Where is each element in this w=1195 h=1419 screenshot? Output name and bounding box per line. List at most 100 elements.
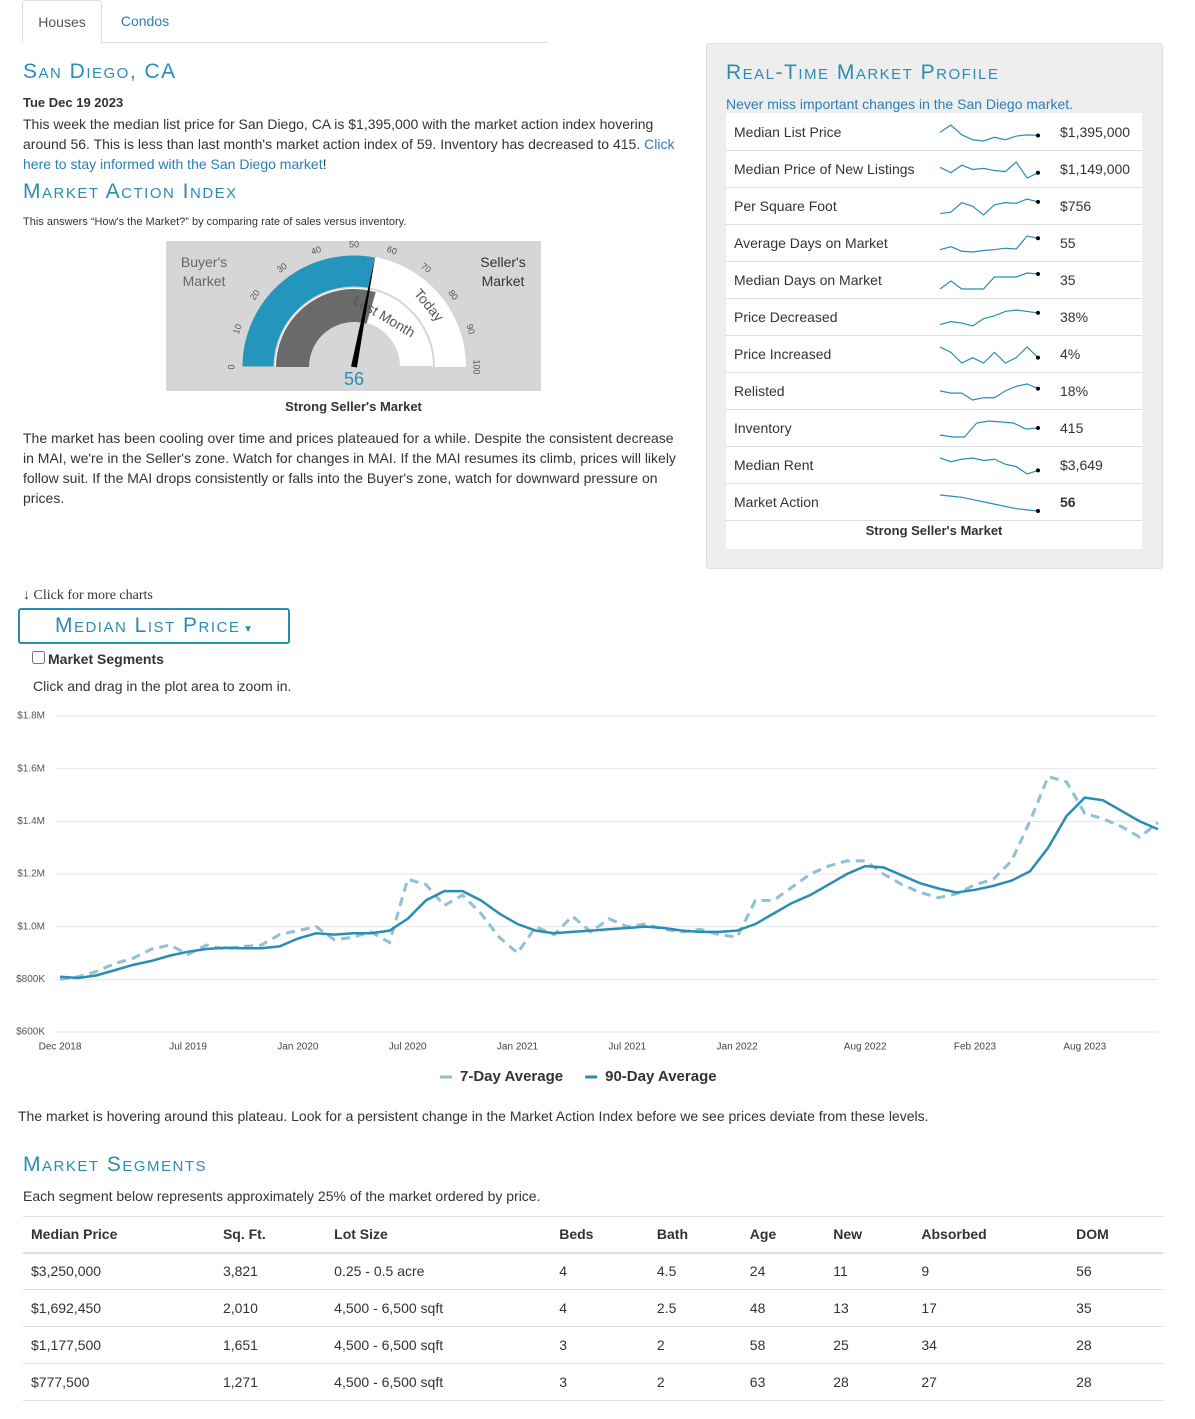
table-cell: 0.25 - 0.5 acre — [334, 1263, 425, 1280]
table-cell: 35 — [1076, 1300, 1092, 1316]
legend-label: 90-Day Average — [605, 1068, 716, 1085]
sparkline-path — [939, 124, 1039, 142]
row-label: Per Square Foot — [734, 198, 837, 214]
table-cell: 27 — [921, 1374, 937, 1390]
sparkline-path — [939, 272, 1039, 290]
summary-end: ! — [322, 156, 327, 172]
tab[interactable]: Houses — [22, 0, 102, 44]
row-label: Median Rent — [734, 457, 814, 473]
sparkline — [939, 420, 1040, 438]
table-cell: 4 — [559, 1263, 567, 1280]
sparkline-path — [939, 457, 1039, 475]
gauge-tick-label: 30 — [275, 261, 289, 275]
sparkline-end — [1036, 199, 1040, 204]
tab-rule — [22, 42, 548, 43]
table-cell: $1,692,450 — [31, 1300, 102, 1316]
x-tick-label: Aug 2022 — [844, 1042, 887, 1053]
row-label: Market Action — [734, 494, 819, 510]
profile-row: Inventory 415 — [726, 409, 1142, 447]
table-row: $3,250,000 3,821 0.25 - 0.5 acre 4 4.5 24 11 9 5… — [23, 1253, 1163, 1290]
profile-table: Strong Seller's Market Median List Price… — [726, 113, 1142, 549]
x-tick-label: Jul 2019 — [169, 1042, 207, 1053]
profile-title: Real-Time Market Profile — [726, 61, 1000, 84]
x-tick-label: Aug 2023 — [1063, 1042, 1106, 1053]
profile-row: Relisted 18% — [726, 372, 1142, 410]
y-tick-label: $1.0M — [17, 921, 45, 932]
sparkline-path — [939, 309, 1039, 327]
x-tick-label: Jul 2021 — [608, 1042, 646, 1053]
row-label: Median Days on Market — [734, 272, 882, 288]
table-cell: 58 — [749, 1337, 766, 1353]
sparkline-path — [939, 420, 1039, 438]
table-row: $1,692,450 2,010 4,500 - 6,500 sqft 4 2.5 48 1… — [23, 1290, 1163, 1327]
series-line — [59, 796, 1159, 980]
segments-description: Each segment below represents approximat… — [23, 1188, 541, 1204]
table-cell: 1,271 — [222, 1374, 258, 1390]
table-cell: 4,500 - 6,500 sqft — [334, 1337, 444, 1353]
y-tick-label: $1.4M — [17, 816, 45, 827]
row-value: 38% — [1060, 309, 1089, 325]
legend-label: 7-Day Average — [460, 1068, 563, 1085]
row-value: 55 — [1060, 235, 1076, 251]
summary-text: This week the median list price for San … — [23, 116, 654, 152]
segments-toggle[interactable]: Market Segments — [32, 651, 164, 667]
sparkline-path — [939, 161, 1039, 179]
more-charts[interactable]: ↓ Click for more charts — [23, 588, 153, 604]
row-label: Price Decreased — [734, 309, 838, 325]
profile-row: Median Price of New Listings $1,149,000 — [726, 150, 1142, 188]
column-header: Age — [749, 1226, 777, 1243]
table-cell: 11 — [833, 1263, 848, 1280]
gauge-tick-label: 100 — [472, 359, 482, 374]
profile-row: Price Decreased 38% — [726, 298, 1142, 336]
row-value: 35 — [1060, 272, 1076, 288]
column-header: Absorbed — [921, 1226, 987, 1243]
zoom-hint: Click and drag in the plot area to zoom … — [33, 678, 292, 694]
table-cell: 4 — [559, 1300, 567, 1316]
profile-row: Price Increased 4% — [726, 335, 1142, 373]
row-label: Inventory — [734, 420, 792, 436]
series-line — [59, 774, 1159, 981]
profile-subtitle[interactable]: Never miss important changes in the San … — [726, 96, 1074, 112]
sparkline-end — [1036, 468, 1040, 473]
table-cell: 17 — [921, 1300, 937, 1316]
sparkline-end — [1036, 272, 1040, 276]
profile-row: Median Days on Market 35 — [726, 261, 1142, 299]
row-value: 415 — [1060, 420, 1084, 436]
sparkline — [939, 272, 1040, 290]
row-label: Average Days on Market — [734, 235, 888, 251]
row-value: $1,149,000 — [1060, 161, 1131, 177]
summary-link[interactable]: Click here to stay informed with the San… — [23, 136, 675, 172]
chart[interactable]: $600K $800K $1.0M $1.2M $1.4M $1.6M $1.8M Dec 2… — [0, 700, 1195, 1095]
profile-row: Median List Price $1,395,000 — [726, 113, 1142, 151]
row-label: Price Increased — [734, 346, 832, 362]
table-cell: 2.5 — [656, 1300, 677, 1316]
column-header: New — [833, 1226, 863, 1243]
segments-heading: Market Segments — [23, 1153, 208, 1176]
table-cell: $777,500 — [31, 1374, 90, 1390]
checkbox[interactable] — [32, 651, 45, 664]
table-cell: 9 — [921, 1263, 930, 1280]
table-cell: 24 — [749, 1263, 766, 1280]
seller-label: Seller's Market — [480, 254, 526, 289]
column-header: DOM — [1076, 1226, 1109, 1243]
buyer-label: Buyer's Market — [180, 254, 228, 289]
table-row: $777,500 1,271 4,500 - 6,500 sqft 3 2 63 28 27 2… — [23, 1364, 1163, 1401]
column-header: Median Price — [31, 1226, 118, 1243]
table-row: $1,177,500 1,651 4,500 - 6,500 sqft 3 2 58 25 3… — [23, 1327, 1163, 1364]
table-cell: 28 — [833, 1374, 849, 1390]
profile-row: Per Square Foot $756 — [726, 187, 1142, 225]
chart-selector[interactable]: Median List Price ▼ — [18, 608, 290, 644]
sparkline — [939, 124, 1040, 142]
sparkline — [939, 235, 1040, 253]
table-cell: 28 — [1076, 1337, 1092, 1353]
gauge-today-arc — [241, 254, 376, 368]
y-tick-label: $1.6M — [17, 763, 45, 774]
profile-row: Average Days on Market 55 — [726, 224, 1142, 262]
gauge-last-arc — [276, 289, 376, 367]
y-tick-label: $1.8M — [17, 711, 45, 722]
row-value: $1,395,000 — [1060, 124, 1131, 140]
row-value: $3,649 — [1060, 457, 1103, 473]
gauge-tick-label: 60 — [386, 244, 399, 257]
tab[interactable]: Condos — [120, 13, 170, 29]
